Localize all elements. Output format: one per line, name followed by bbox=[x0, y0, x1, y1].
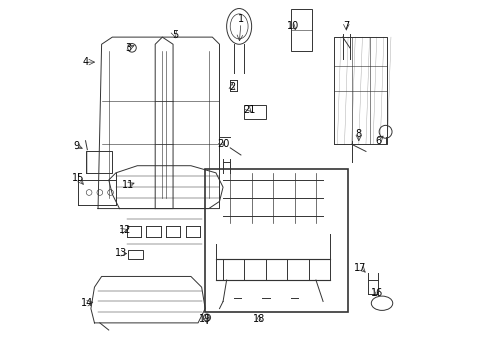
Bar bbox=[128, 249, 142, 258]
Text: 13: 13 bbox=[115, 248, 127, 258]
Text: 21: 21 bbox=[243, 105, 256, 115]
Text: 4: 4 bbox=[82, 57, 88, 67]
Text: 1: 1 bbox=[237, 14, 244, 24]
Text: 2: 2 bbox=[228, 82, 235, 92]
Text: 6: 6 bbox=[375, 136, 381, 146]
Text: 16: 16 bbox=[370, 288, 382, 297]
Text: 14: 14 bbox=[81, 298, 93, 308]
Text: 9: 9 bbox=[73, 141, 80, 151]
Text: 5: 5 bbox=[171, 30, 178, 40]
Text: 10: 10 bbox=[286, 21, 298, 31]
Text: 3: 3 bbox=[125, 43, 131, 53]
Text: 15: 15 bbox=[72, 173, 84, 183]
Text: 8: 8 bbox=[355, 129, 361, 139]
Text: 18: 18 bbox=[252, 314, 264, 324]
Bar bbox=[244, 105, 265, 119]
Bar bbox=[290, 9, 312, 51]
Text: 7: 7 bbox=[343, 21, 349, 31]
Text: 17: 17 bbox=[354, 262, 366, 273]
Text: 20: 20 bbox=[217, 139, 229, 149]
Text: 19: 19 bbox=[199, 314, 211, 324]
Text: 11: 11 bbox=[122, 180, 134, 190]
Bar bbox=[205, 169, 347, 312]
Text: 12: 12 bbox=[119, 225, 131, 235]
